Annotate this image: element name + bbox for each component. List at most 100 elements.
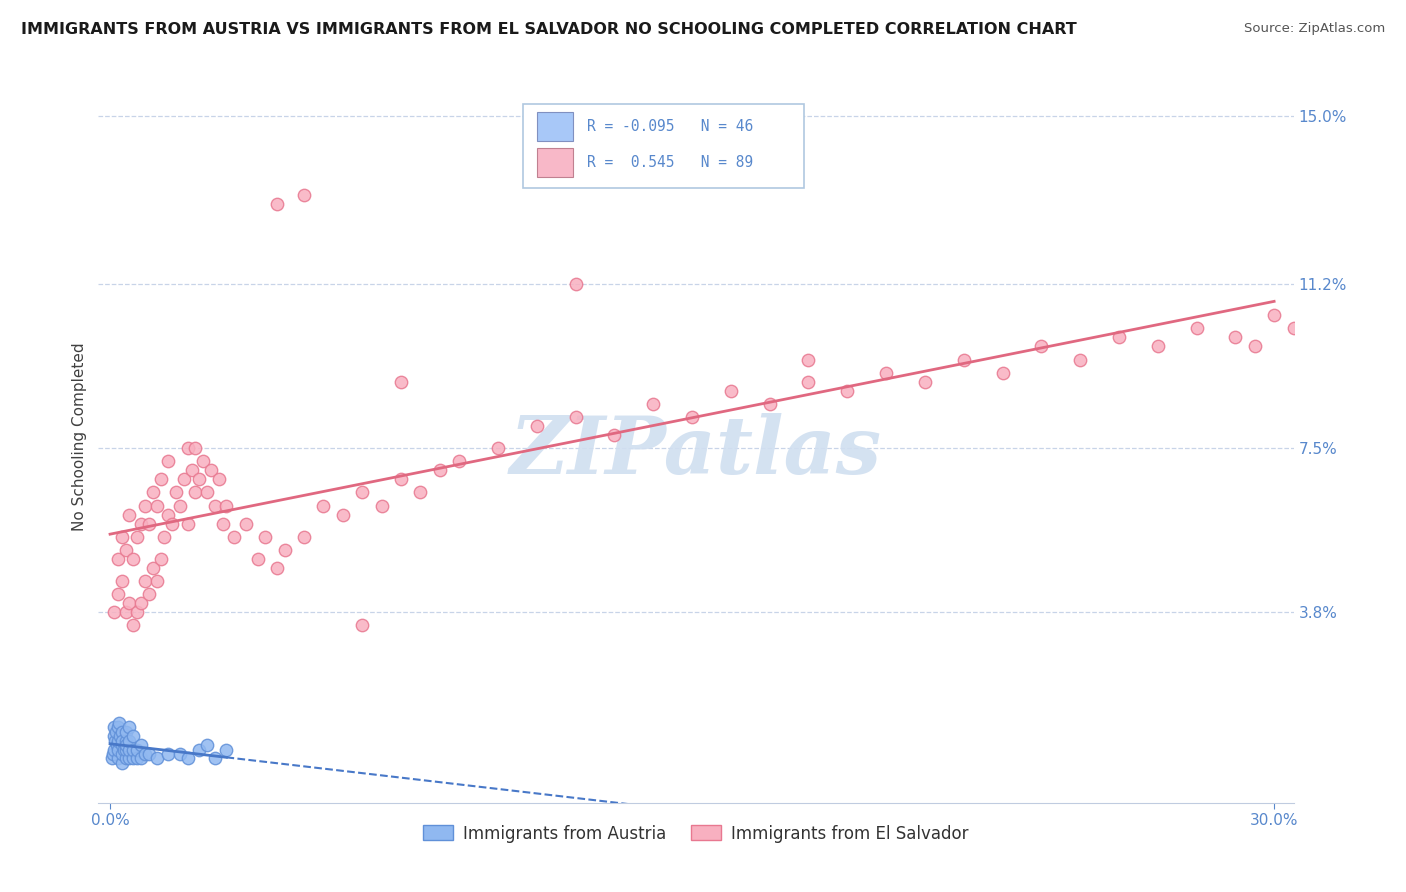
Point [643,397,665,411]
Point [111,747,134,761]
Point [204,751,226,765]
Point [1108,330,1130,344]
Point [157,508,180,522]
Point [208,472,231,486]
Point [115,738,138,752]
Point [145,751,167,765]
Point [111,733,134,747]
Point [142,561,165,575]
Point [204,499,226,513]
Point [118,508,141,522]
Point [111,724,134,739]
Point [101,747,124,761]
Point [200,463,222,477]
Point [1263,308,1285,322]
Point [157,454,180,468]
Point [127,605,149,619]
Point [188,742,211,756]
Point [153,530,176,544]
Point [176,516,198,531]
Point [389,375,412,389]
Point [134,574,156,589]
Point [332,508,354,522]
Point [603,428,626,442]
Point [991,366,1014,380]
Point [292,530,315,544]
Point [111,530,134,544]
Text: Source: ZipAtlas.com: Source: ZipAtlas.com [1244,22,1385,36]
Point [235,516,257,531]
Point [952,352,974,367]
Point [111,738,134,752]
Point [107,751,129,765]
Point [112,742,135,756]
Point [103,729,125,743]
Point [292,188,315,202]
Point [138,516,160,531]
FancyBboxPatch shape [523,104,804,188]
Point [122,618,145,632]
Point [914,375,936,389]
Point [1069,352,1091,367]
Point [720,384,742,398]
Point [449,454,471,468]
Point [129,738,152,752]
Point [797,352,820,367]
Text: ZIPatlas: ZIPatlas [510,413,882,491]
Point [129,596,152,610]
Point [127,530,149,544]
Point [111,574,134,589]
Point [114,742,136,756]
Y-axis label: No Schooling Completed: No Schooling Completed [72,343,87,532]
Point [224,530,246,544]
Point [180,463,202,477]
Point [118,733,141,747]
Point [149,472,172,486]
Point [312,499,335,513]
Point [211,516,233,531]
Point [176,441,198,455]
Point [160,516,183,531]
Point [129,516,152,531]
Point [875,366,897,380]
Point [122,729,145,743]
Point [122,751,145,765]
Point [149,552,172,566]
Point [169,499,191,513]
Point [103,721,125,735]
Point [114,751,136,765]
Point [145,574,167,589]
Text: R =  0.545   N = 89: R = 0.545 N = 89 [588,155,754,170]
Point [486,441,509,455]
Point [157,747,180,761]
Point [681,410,703,425]
FancyBboxPatch shape [537,148,572,178]
Point [118,721,141,735]
Point [134,747,156,761]
Point [107,733,129,747]
Point [1146,339,1168,353]
Point [266,561,288,575]
Point [107,716,129,731]
Point [111,756,134,770]
Point [1282,321,1305,335]
Point [352,618,374,632]
Point [104,724,127,739]
Point [114,543,136,558]
Point [145,499,167,513]
Point [114,724,136,739]
Point [173,472,195,486]
Point [273,543,295,558]
Point [101,751,124,765]
Point [169,747,191,761]
Point [254,530,277,544]
Point [165,485,187,500]
Point [266,197,288,211]
Point [107,587,129,601]
Point [134,499,156,513]
Point [564,277,586,292]
Point [246,552,269,566]
Text: IMMIGRANTS FROM AUSTRIA VS IMMIGRANTS FROM EL SALVADOR NO SCHOOLING COMPLETED CO: IMMIGRANTS FROM AUSTRIA VS IMMIGRANTS FR… [21,22,1077,37]
Point [409,485,432,500]
Point [107,721,129,735]
